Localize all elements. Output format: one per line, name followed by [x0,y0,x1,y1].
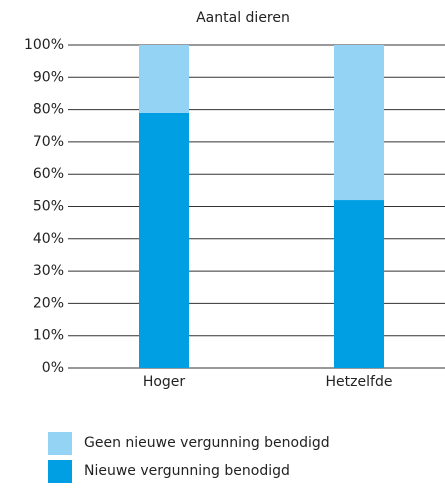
y-tick-label: 70% [33,134,64,150]
y-tick-label: 40% [33,231,64,247]
bar-segment [139,112,189,368]
y-tick-label: 10% [33,328,64,344]
y-tick-label: 30% [33,263,64,279]
legend-label: Nieuwe vergunning benodigd [84,463,290,479]
bar-segment [334,45,384,201]
legend-swatch [48,432,72,455]
legend-label: Geen nieuwe vergunning benodigd [84,435,330,451]
bar-segment [334,200,384,368]
y-tick-label: 0% [42,360,64,376]
legend-swatch [48,460,72,483]
bar-segment [139,45,189,113]
y-tick-label: 60% [33,166,64,182]
y-tick-label: 20% [33,295,64,311]
y-tick-label: 80% [33,102,64,118]
y-tick-label: 90% [33,69,64,85]
x-tick-label: Hoger [143,374,186,390]
y-tick-label: 50% [33,199,64,215]
x-tick-label: Hetzelfde [326,374,393,390]
chart-title: Aantal dieren [196,10,290,26]
y-tick-label: 100% [24,37,64,53]
